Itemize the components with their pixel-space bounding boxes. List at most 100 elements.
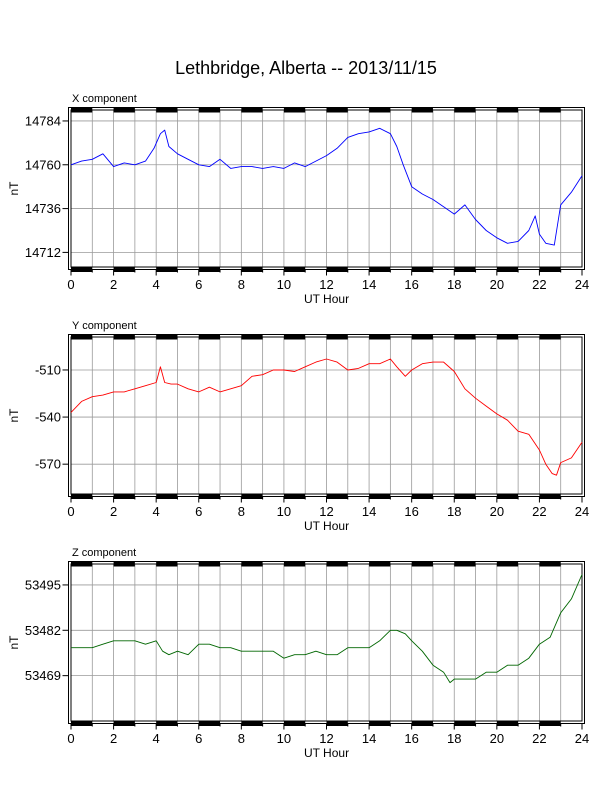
panel-3-frame-seg-top — [71, 561, 93, 567]
panel-1-frame-seg-bottom — [283, 267, 306, 272]
panel-3-frame-seg-bottom — [496, 721, 519, 726]
panel-1-frame-seg-bottom — [198, 267, 221, 272]
panel-2-frame-seg-bottom — [156, 494, 178, 499]
panel-3-x-tick-label: 4 — [153, 731, 160, 746]
panel-1-y-tick-label: 14736 — [25, 201, 61, 216]
panel-1-frame-seg-bottom — [156, 267, 178, 272]
panel-3-frame-seg-top — [198, 561, 221, 567]
panel-2-x-tick-label: 22 — [532, 504, 546, 519]
panel-3-x-tick-label: 8 — [238, 731, 245, 746]
panel-3-subtitle: Z component — [72, 547, 136, 559]
panel-1-frame-seg-bottom — [113, 267, 135, 272]
panel-2-subtitle: Y component — [72, 320, 137, 332]
panel-3-frame-seg-bottom — [71, 721, 93, 726]
panel-2-frame-seg-bottom — [454, 494, 476, 499]
panel-3-frame-seg-bottom — [198, 721, 221, 726]
panel-1-x-tick-label: 20 — [490, 277, 504, 292]
panel-2-frame-seg-top — [411, 334, 433, 340]
panel-2-frame-seg-top — [454, 334, 476, 340]
panel-2-x-tick-label: 20 — [490, 504, 504, 519]
panel-2-x-tick-label: 12 — [319, 504, 333, 519]
panel-1-x-tick-label: 16 — [404, 277, 418, 292]
panel-3-frame-seg-bottom — [156, 721, 178, 726]
panel-3-frame-seg-bottom — [369, 721, 391, 726]
page-title: Lethbridge, Alberta -- 2013/11/15 — [175, 58, 437, 78]
panel-2-frame-seg-bottom — [198, 494, 221, 499]
panel-1-frame-seg-bottom — [539, 267, 561, 272]
panel-1-frame-seg-top — [411, 107, 433, 113]
panel-3-frame-seg-top — [496, 561, 519, 567]
panel-1-frame-seg-top — [156, 107, 178, 113]
panel-3-frame-seg-bottom — [113, 721, 135, 726]
panel-1-frame-seg-bottom — [71, 267, 93, 272]
panel-2-frame-seg-bottom — [539, 494, 561, 499]
panel-1-frame-seg-top — [241, 107, 263, 113]
panel-2-x-tick-label: 2 — [110, 504, 117, 519]
panel-2-x-tick-label: 4 — [153, 504, 160, 519]
panel-3-frame-seg-top — [241, 561, 263, 567]
panel-1-series-line — [70, 127, 583, 246]
panel-1-subtitle: X component — [72, 93, 137, 105]
panel-3-frame-seg-bottom — [326, 721, 348, 726]
panel-1-x-axis-label: UT Hour — [304, 292, 349, 306]
panel-2-frame-seg-bottom — [241, 494, 263, 499]
panel-2-x-axis-label: UT Hour — [304, 519, 349, 533]
panel-2-frame-seg-top — [539, 334, 561, 340]
panel-2-frame-seg-top — [198, 334, 221, 340]
panel-1-frame-seg-bottom — [369, 267, 391, 272]
panel-3-frame-seg-top — [369, 561, 391, 567]
panel-2-frame-seg-top — [369, 334, 391, 340]
panel-3-frame-seg-top — [113, 561, 135, 567]
panel-3-y-tick-label: 53482 — [25, 623, 61, 638]
panel-3-frame-seg-bottom — [411, 721, 433, 726]
panel-2-x-tick-label: 0 — [67, 504, 74, 519]
panel-3-frame-seg-bottom — [241, 721, 263, 726]
panel-2-series-line — [70, 358, 583, 476]
panel-2-x-tick-label: 16 — [404, 504, 418, 519]
panel-3-x-tick-label: 20 — [490, 731, 504, 746]
panel-1-x-tick-label: 4 — [153, 277, 160, 292]
panel-1-frame-seg-top — [496, 107, 519, 113]
panel-1-frame-seg-top — [113, 107, 135, 113]
panel-1-frame-seg-top — [369, 107, 391, 113]
panel-1-x-tick-label: 6 — [195, 277, 202, 292]
panel-1-frame-seg-top — [539, 107, 561, 113]
panel-2-frame-seg-bottom — [283, 494, 306, 499]
panel-2-frame-seg-top — [156, 334, 178, 340]
panel-2-y-tick-label: -570 — [35, 457, 61, 472]
panel-1-y-tick-label: 14712 — [25, 245, 61, 260]
panel-3-x-tick-label: 16 — [404, 731, 418, 746]
panel-1-y-tick-label: 14760 — [25, 157, 61, 172]
panel-1-frame-seg-bottom — [411, 267, 433, 272]
panel-2-x-tick-label: 8 — [238, 504, 245, 519]
panel-3-x-tick-label: 10 — [277, 731, 291, 746]
panel-3-y-tick-label: 53469 — [25, 668, 61, 683]
panel-1-y-tick-label: 14784 — [25, 113, 61, 128]
panel-2-x-tick-label: 18 — [447, 504, 461, 519]
panel-1-frame-seg-bottom — [241, 267, 263, 272]
panel-3-x-tick-label: 18 — [447, 731, 461, 746]
panel-3-series-line — [71, 574, 583, 684]
panel-1-x-tick-label: 24 — [575, 277, 589, 292]
panel-3-y-tick-label: 53495 — [25, 577, 61, 592]
panel-1-frame-seg-top — [454, 107, 476, 113]
panel-1-x-tick-label: 8 — [238, 277, 245, 292]
panel-3-frame-seg-top — [411, 561, 433, 567]
panel-3-frame-seg-top — [539, 561, 561, 567]
panel-3-x-tick-label: 2 — [110, 731, 117, 746]
panel-1-frame-seg-bottom — [326, 267, 348, 272]
panel-2-x-tick-label: 24 — [575, 504, 589, 519]
panel-1-x-tick-label: 18 — [447, 277, 461, 292]
panel-1-y-axis-label: nT — [7, 181, 21, 196]
panel-2-frame-seg-bottom — [113, 494, 135, 499]
panel-1-x-tick-label: 0 — [67, 277, 74, 292]
panel-3-y-axis-label: nT — [7, 635, 21, 650]
panel-2-frame-seg-top — [326, 334, 348, 340]
panel-2-frame-seg-bottom — [496, 494, 519, 499]
panel-3-frame-seg-top — [454, 561, 476, 567]
panel-1-x-tick-label: 2 — [110, 277, 117, 292]
panel-3-frame-seg-top — [156, 561, 178, 567]
panel-3-x-tick-label: 0 — [67, 731, 74, 746]
panel-1-frame-seg-bottom — [454, 267, 476, 272]
